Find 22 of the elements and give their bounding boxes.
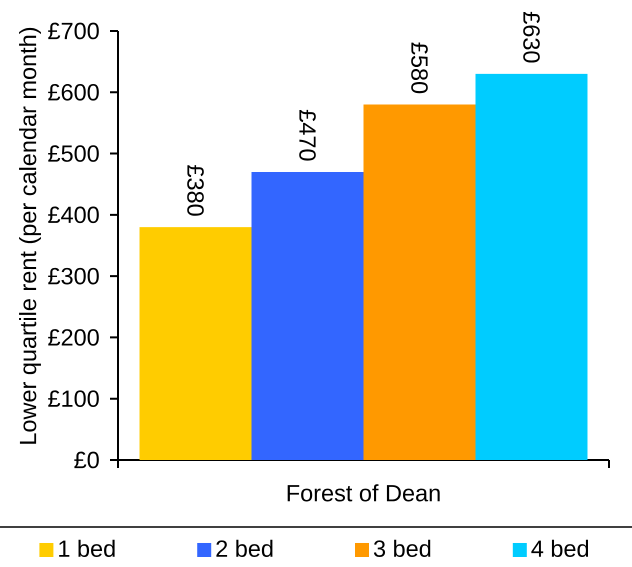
data-label: £470 (299, 110, 316, 161)
legend-label: 1 bed (59, 540, 115, 557)
legend-label: 2 bed (216, 540, 272, 557)
y-tick-label: £300 (48, 268, 99, 284)
y-axis-title: Lower quartile rent (per calendar month) (19, 28, 41, 444)
bar (476, 74, 588, 460)
y-tick-label: £400 (48, 206, 99, 224)
data-label: £630 (523, 12, 540, 63)
x-tick-label: Forest of Dean (288, 484, 440, 502)
y-tick-label: £100 (48, 390, 99, 408)
bar (363, 104, 476, 460)
bar (140, 227, 252, 460)
data-label: £380 (187, 165, 204, 216)
bar (252, 172, 364, 460)
data-label: £580 (411, 42, 428, 94)
y-tick-label: £200 (48, 329, 99, 346)
y-tick-label: £0 (74, 452, 99, 468)
legend-label: 4 bed (531, 540, 588, 557)
y-tick-label: £500 (48, 145, 99, 162)
y-tick-label: £600 (48, 84, 99, 101)
legend-label: 3 bed (374, 540, 430, 557)
y-tick-label: £700 (48, 22, 99, 40)
